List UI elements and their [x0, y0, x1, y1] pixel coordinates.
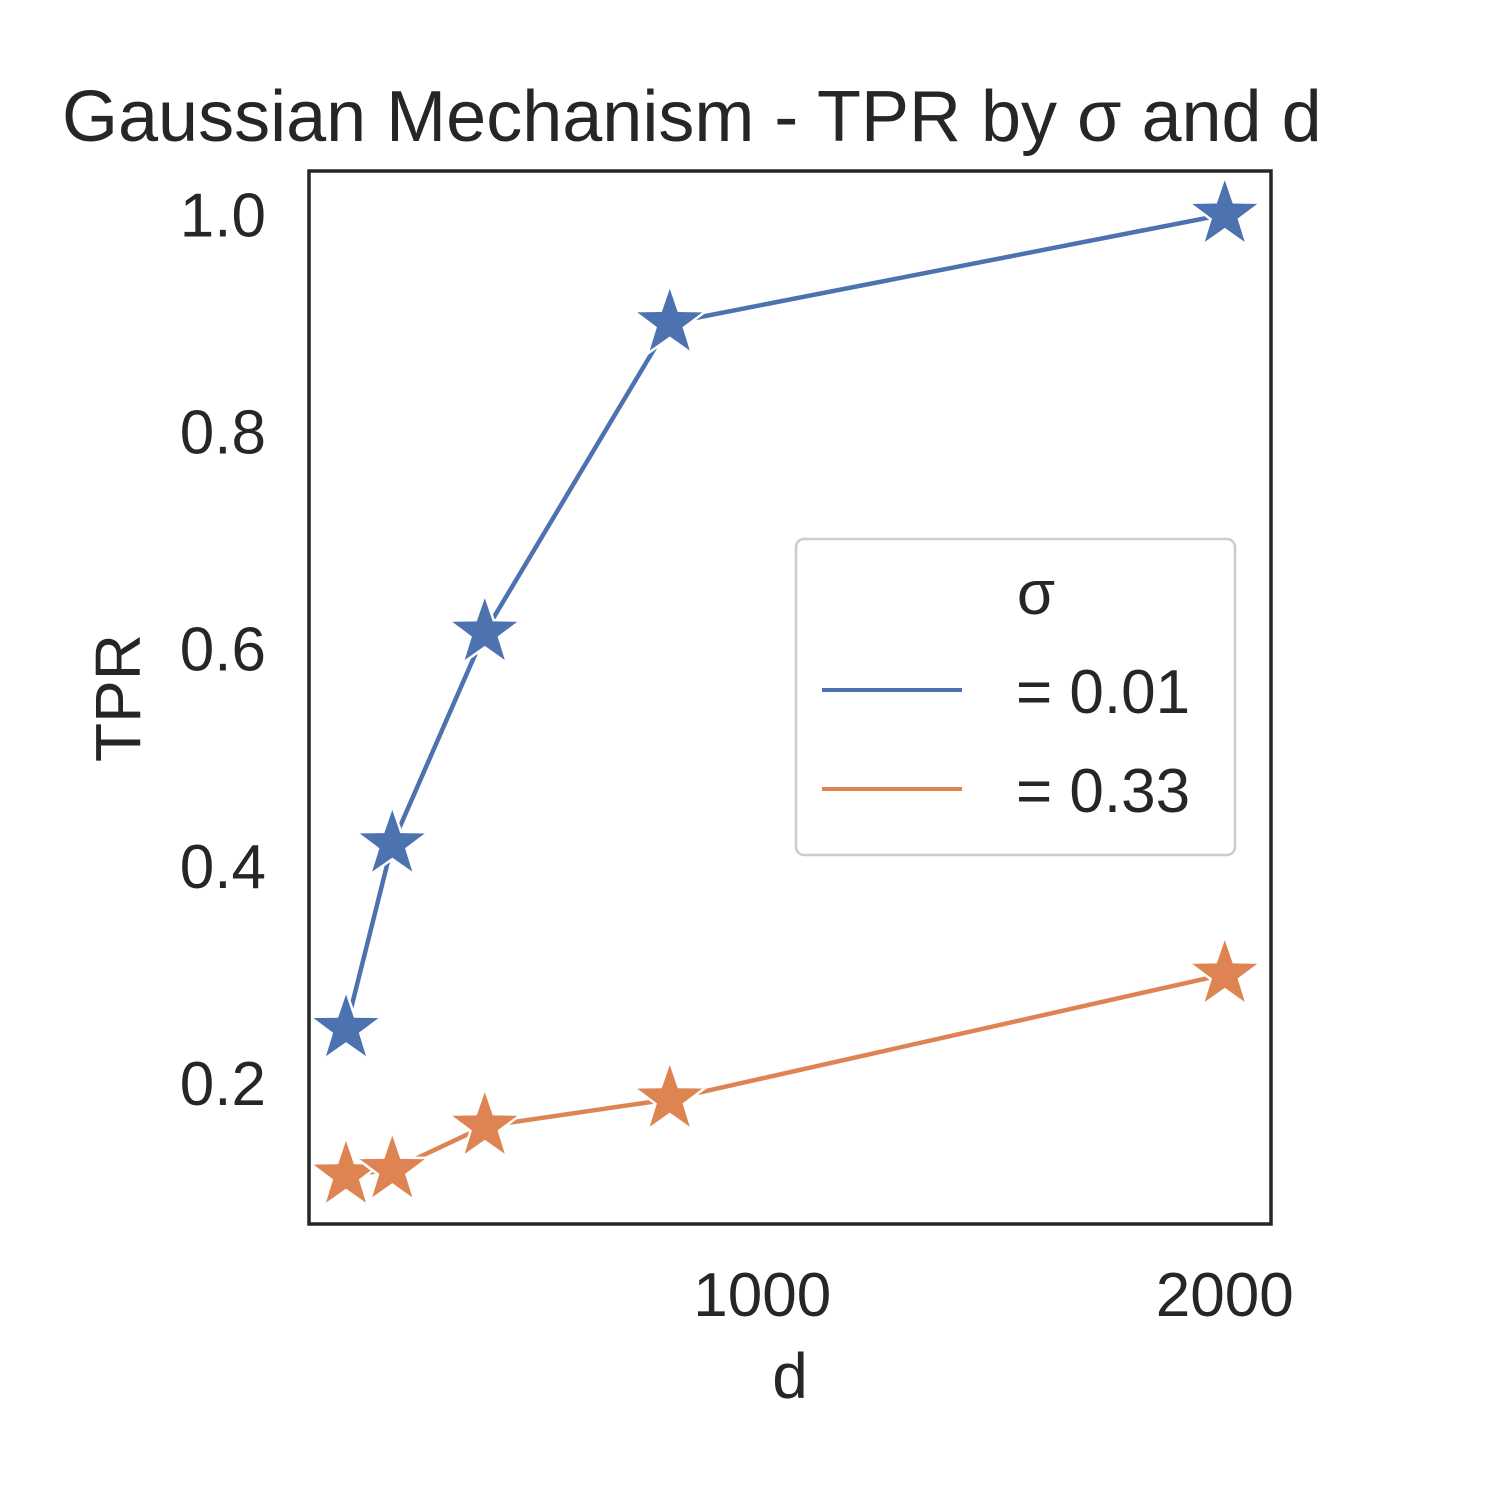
legend-label-series-0: = 0.01 [1016, 658, 1190, 727]
x-axis-ticks: 1000 2000 [693, 1261, 1293, 1330]
x-axis-label: d [772, 1340, 808, 1412]
star-marker [444, 590, 525, 667]
legend-label-series-1: = 0.33 [1016, 757, 1190, 826]
y-tick-label: 0.8 [180, 399, 266, 468]
star-marker [352, 802, 433, 878]
y-axis-label: TPR [82, 634, 154, 762]
x-tick-label: 2000 [1156, 1261, 1294, 1330]
star-marker [1184, 932, 1265, 1009]
series-0 [306, 172, 1265, 1063]
y-tick-label: 1.0 [180, 181, 266, 250]
plot-frame [307, 169, 1273, 1226]
series-1 [306, 932, 1265, 1210]
legend-title: σ [1017, 559, 1055, 628]
star-marker [629, 281, 710, 357]
star-marker [444, 1084, 525, 1161]
chart-title: Gaussian Mechanism - TPR by σ and d [62, 77, 1322, 157]
star-marker [352, 1127, 433, 1204]
legend: σ = 0.01 = 0.33 [794, 537, 1237, 857]
y-tick-label: 0.4 [180, 833, 266, 902]
x-tick-label: 1000 [693, 1261, 831, 1330]
y-tick-label: 0.2 [180, 1050, 266, 1119]
series-layer [306, 172, 1265, 1210]
legend-box [794, 537, 1237, 857]
y-tick-label: 0.6 [180, 616, 266, 685]
star-marker [306, 986, 386, 1063]
star-marker [1184, 172, 1265, 249]
y-axis-ticks: 0.2 0.4 0.6 0.8 1.0 [180, 181, 266, 1118]
star-marker [629, 1057, 710, 1134]
